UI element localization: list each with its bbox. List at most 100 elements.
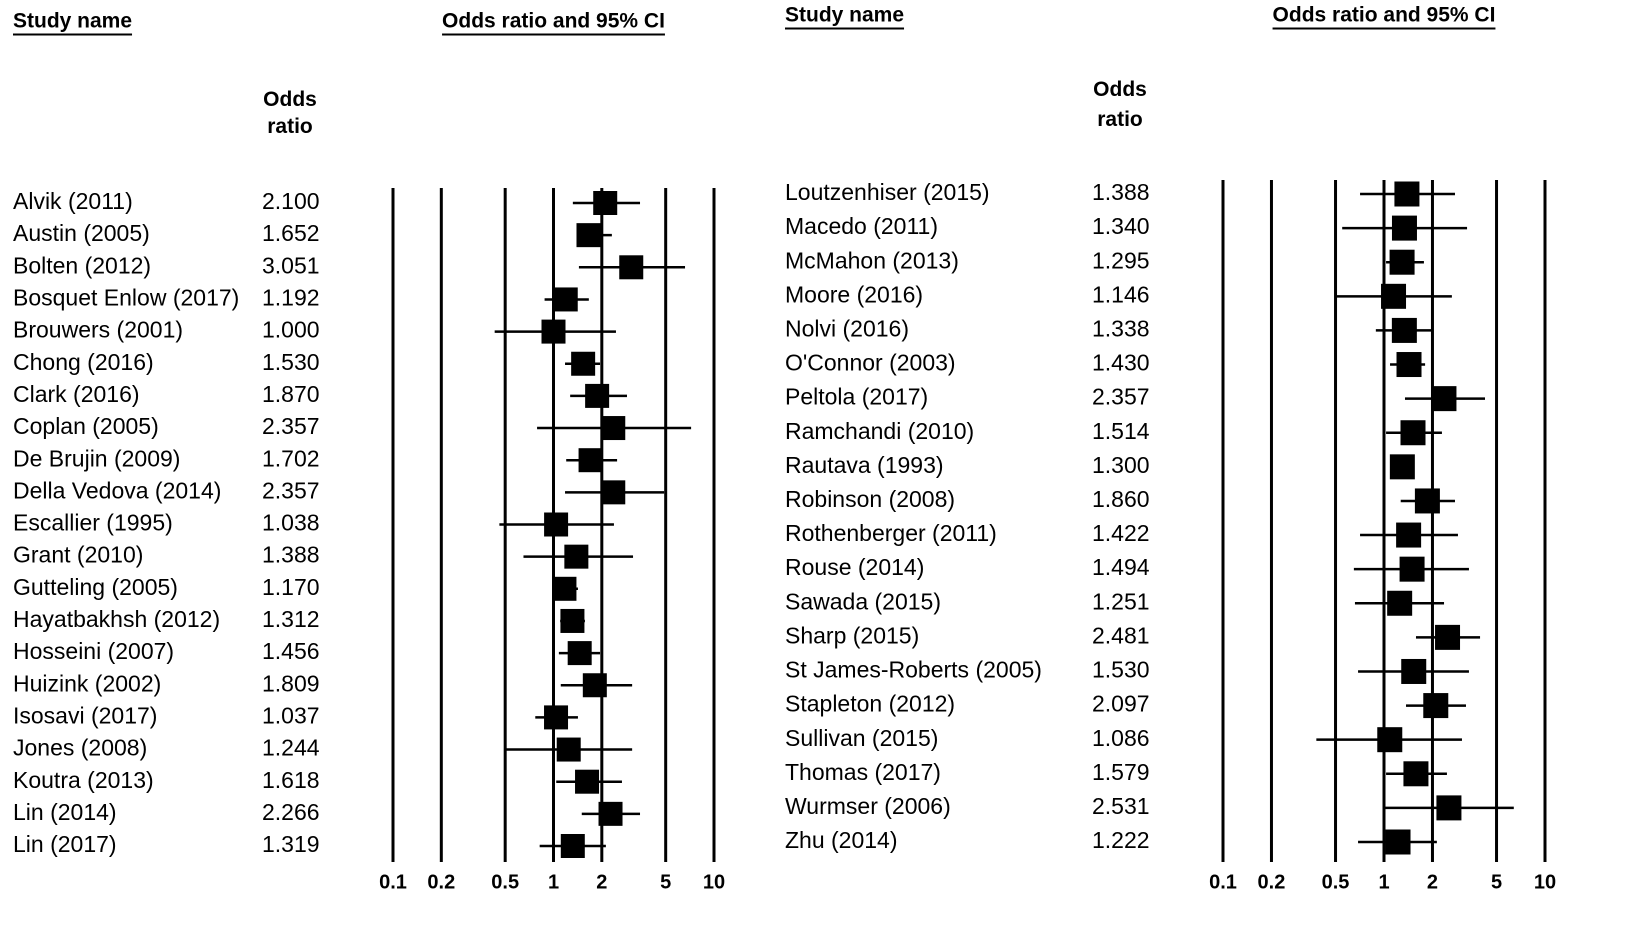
odds-ratio-label: 1.430 xyxy=(1092,350,1150,376)
x-tick-label: 0.2 xyxy=(427,871,455,893)
odds-ratio-label: 1.809 xyxy=(262,670,320,696)
odds-ratio-label: 1.530 xyxy=(1092,657,1150,683)
study-name: Rothenberger (2011) xyxy=(785,520,997,546)
odds-ratio-label: 1.652 xyxy=(262,220,320,246)
study-name: Bosquet Enlow (2017) xyxy=(13,285,239,311)
odds-ratio-point xyxy=(1387,590,1413,616)
odds-ratio-label: 1.530 xyxy=(262,349,320,375)
value-header: Odds ratio xyxy=(263,88,317,138)
x-tick-label: 10 xyxy=(1534,871,1556,893)
study-name: Escallier (1995) xyxy=(13,510,173,536)
odds-ratio-label: 1.192 xyxy=(262,285,320,311)
odds-ratio-point xyxy=(560,834,585,858)
odds-ratio-label: 1.579 xyxy=(1092,759,1150,785)
study-header: Study name xyxy=(785,4,904,27)
odds-ratio-label: 1.494 xyxy=(1092,554,1150,580)
study-name: Moore (2016) xyxy=(785,281,923,307)
odds-ratio-point xyxy=(552,576,577,601)
study-name: Stapleton (2012) xyxy=(785,691,955,717)
study-name: Huizink (2002) xyxy=(13,670,161,696)
odds-ratio-point xyxy=(593,191,618,215)
odds-ratio-point xyxy=(556,737,581,762)
study-name: Gutteling (2005) xyxy=(13,574,178,600)
study-name: Lin (2014) xyxy=(13,799,117,825)
odds-ratio-label: 2.531 xyxy=(1092,793,1150,819)
odds-ratio-label: 1.702 xyxy=(262,445,320,471)
odds-ratio-label: 1.618 xyxy=(262,767,320,793)
odds-ratio-label: 1.456 xyxy=(262,638,320,664)
study-name: Sullivan (2015) xyxy=(785,725,938,751)
study-name: Bolten (2012) xyxy=(13,252,151,278)
study-name: Nolvi (2016) xyxy=(785,315,909,341)
odds-ratio-label: 1.388 xyxy=(1092,179,1150,205)
odds-ratio-label: 2.357 xyxy=(262,477,320,503)
study-name: Zhu (2014) xyxy=(785,827,898,853)
odds-ratio-point xyxy=(1414,488,1440,514)
odds-ratio-point xyxy=(1396,522,1422,548)
x-tick-label: 1 xyxy=(548,871,559,893)
odds-ratio-point xyxy=(598,801,623,826)
odds-ratio-label: 1.222 xyxy=(1092,827,1150,853)
study-name: Jones (2008) xyxy=(13,735,147,761)
x-tick-label: 5 xyxy=(1491,871,1502,893)
odds-ratio-point xyxy=(619,255,644,280)
study-name: Alvik (2011) xyxy=(13,188,133,214)
study-name: Clark (2016) xyxy=(13,381,140,407)
odds-ratio-label: 1.244 xyxy=(262,735,320,761)
odds-ratio-label: 1.388 xyxy=(262,542,320,568)
study-name: Della Vedova (2014) xyxy=(13,477,221,503)
x-tick-label: 1 xyxy=(1378,871,1389,893)
odds-ratio-point xyxy=(1396,352,1422,378)
odds-ratio-label: 2.357 xyxy=(1092,384,1150,410)
odds-ratio-label: 1.038 xyxy=(262,510,320,536)
odds-ratio-point xyxy=(1391,317,1417,343)
study-name: Robinson (2008) xyxy=(785,486,955,512)
odds-ratio-point xyxy=(560,608,585,633)
odds-ratio-label: 1.037 xyxy=(262,702,320,728)
odds-ratio-point xyxy=(553,287,578,312)
odds-ratio-point xyxy=(1381,283,1407,309)
odds-ratio-label: 1.338 xyxy=(1092,315,1150,341)
x-tick-label: 2 xyxy=(1427,871,1438,893)
study-name: Hosseini (2007) xyxy=(13,638,174,664)
odds-ratio-point xyxy=(576,223,601,248)
odds-ratio-label: 1.170 xyxy=(262,574,320,600)
odds-ratio-point xyxy=(1394,181,1420,207)
odds-ratio-point xyxy=(544,705,569,730)
study-name: Loutzenhiser (2015) xyxy=(785,179,990,205)
study-name: Koutra (2013) xyxy=(13,767,154,793)
study-name: Rouse (2014) xyxy=(785,554,924,580)
odds-ratio-label: 1.251 xyxy=(1092,588,1150,614)
odds-ratio-label: 1.312 xyxy=(262,606,320,632)
odds-ratio-label: 1.422 xyxy=(1092,520,1150,546)
odds-ratio-label: 1.300 xyxy=(1092,452,1150,478)
x-tick-label: 0.1 xyxy=(379,871,407,893)
odds-ratio-point xyxy=(564,544,589,569)
odds-ratio-label: 2.357 xyxy=(262,413,320,439)
odds-ratio-point xyxy=(567,641,592,666)
odds-ratio-point xyxy=(578,448,603,473)
odds-ratio-point xyxy=(1389,249,1415,275)
odds-ratio-point xyxy=(1435,624,1461,650)
odds-ratio-point xyxy=(1436,795,1462,821)
odds-ratio-label: 1.146 xyxy=(1092,281,1150,307)
x-tick-label: 0.2 xyxy=(1258,871,1286,893)
study-name: McMahon (2013) xyxy=(785,247,959,273)
odds-ratio-label: 2.481 xyxy=(1092,622,1150,648)
study-name: Sawada (2015) xyxy=(785,588,941,614)
odds-ratio-point xyxy=(582,673,607,698)
odds-ratio-point xyxy=(571,351,596,376)
study-header: Study name xyxy=(13,10,132,33)
study-name: Lin (2017) xyxy=(13,831,117,857)
study-name: Grant (2010) xyxy=(13,542,143,568)
odds-ratio-label: 1.870 xyxy=(262,381,320,407)
plot-title: Odds ratio and 95% CI xyxy=(1273,4,1496,27)
odds-ratio-point xyxy=(1391,215,1417,241)
x-tick-label: 0.5 xyxy=(1322,871,1350,893)
odds-ratio-point xyxy=(1400,420,1426,446)
odds-ratio-point xyxy=(585,383,610,408)
odds-ratio-label: 1.340 xyxy=(1092,213,1150,239)
study-name: Brouwers (2001) xyxy=(13,317,183,343)
study-name: Rautava (1993) xyxy=(785,452,944,478)
